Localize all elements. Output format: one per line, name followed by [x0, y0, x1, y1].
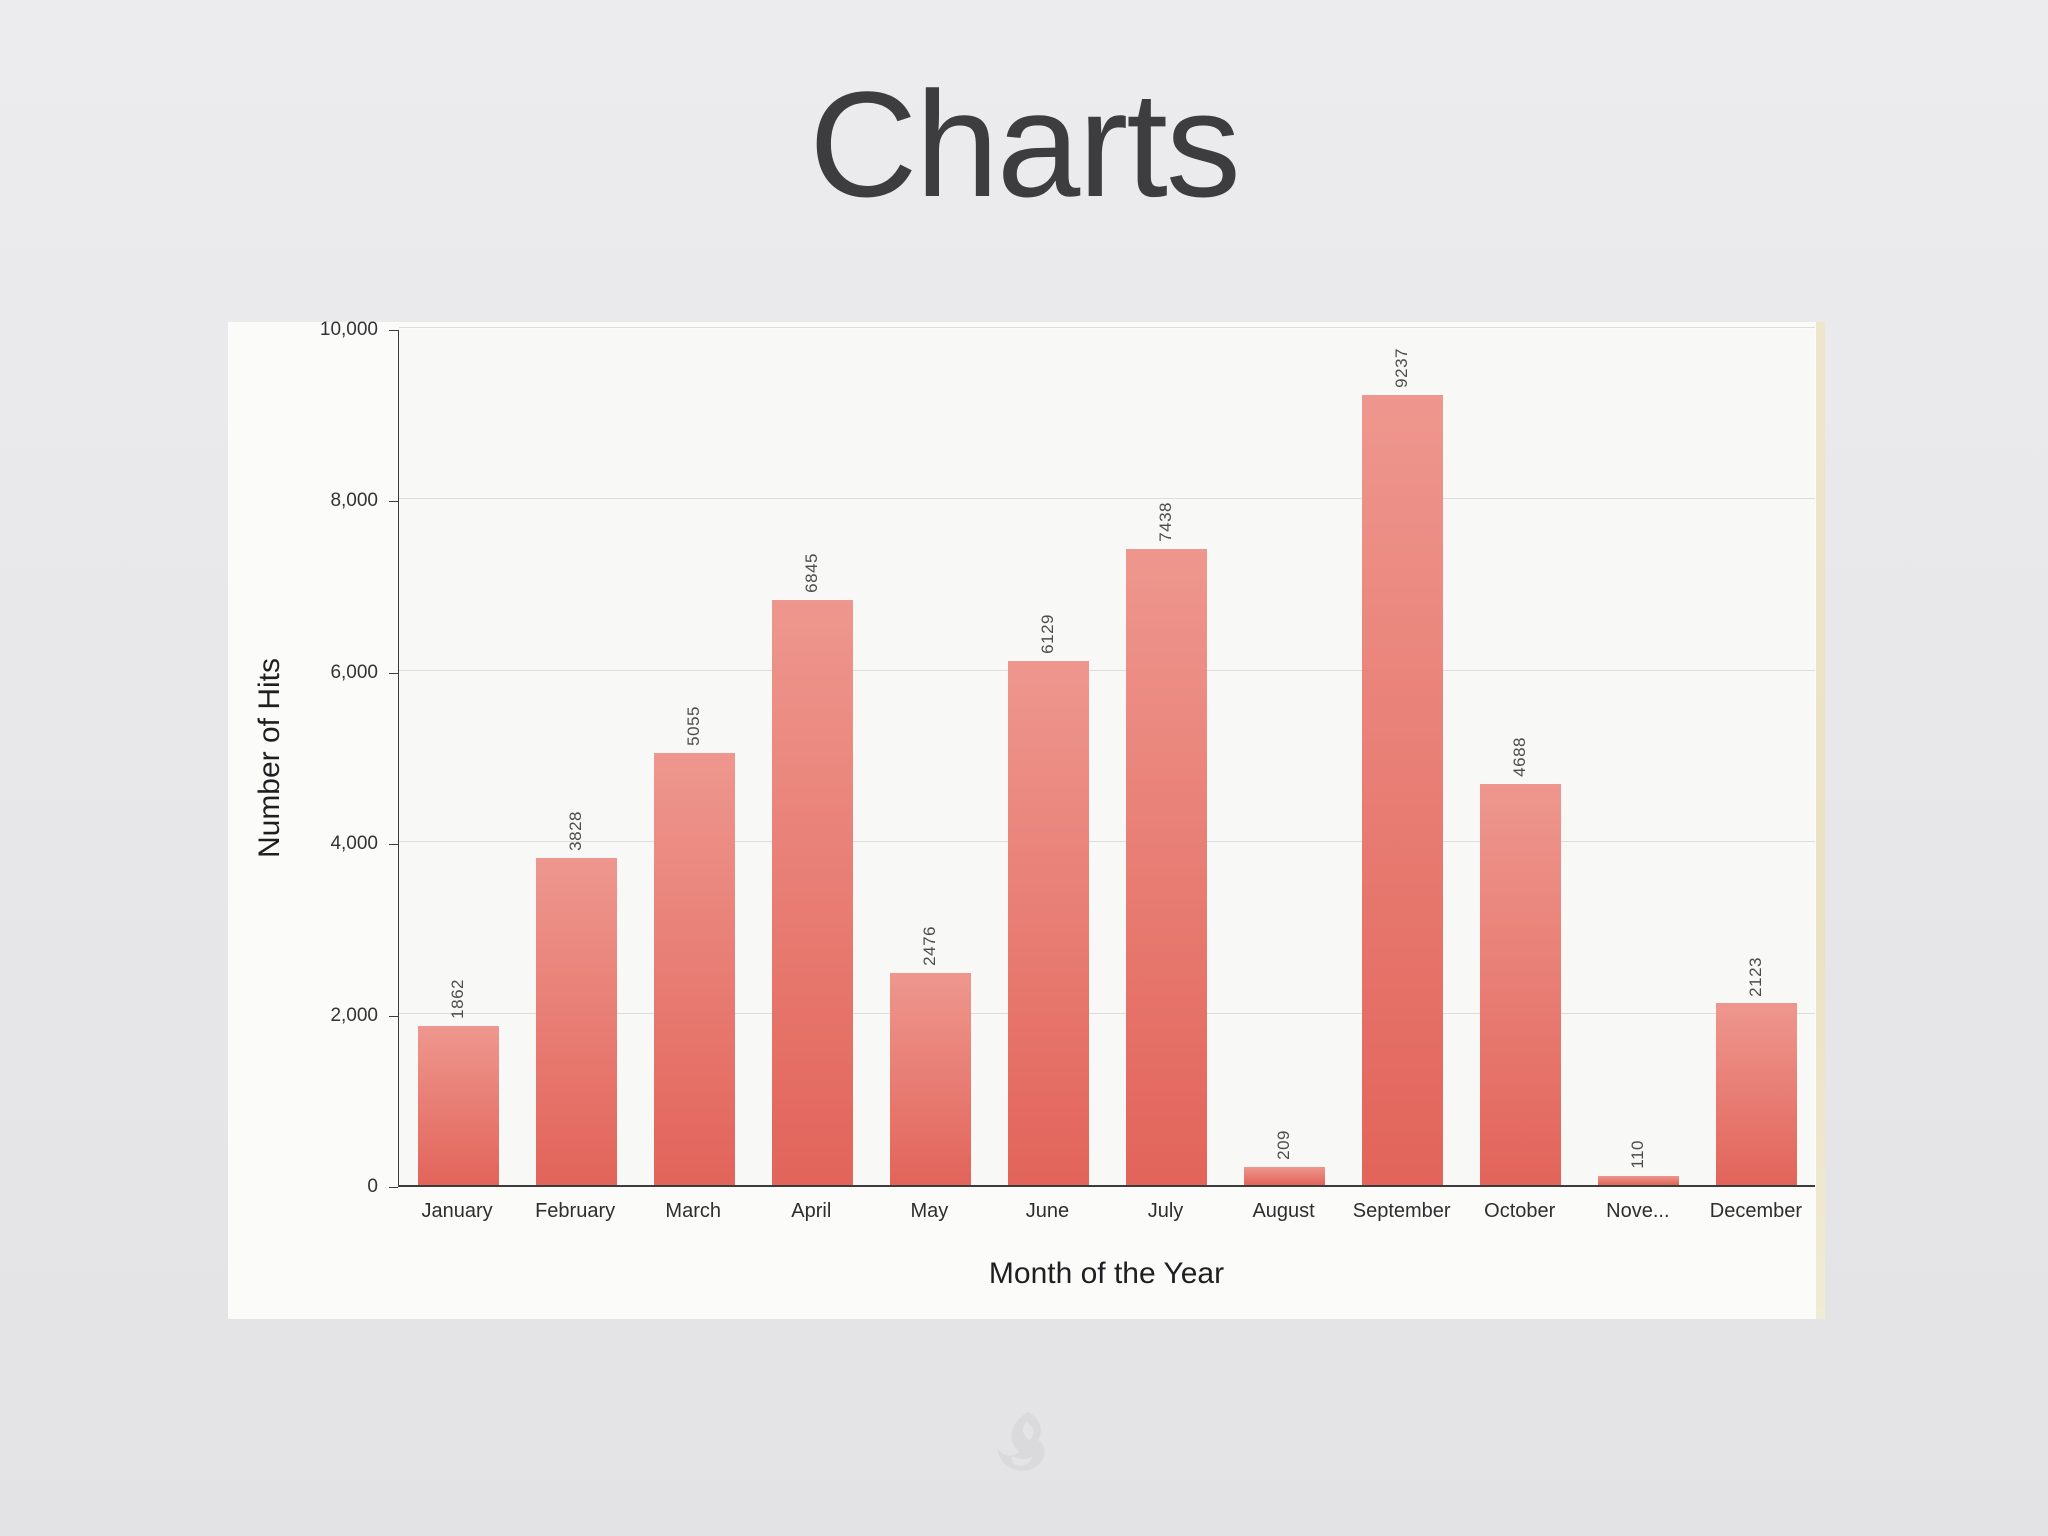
bar-value-label: 7438 [1156, 502, 1175, 543]
panel-edge-strip [1816, 322, 1825, 1319]
bar [889, 973, 971, 1185]
bar-column: 209 [1225, 330, 1343, 1185]
x-category-label: March [665, 1200, 721, 1222]
bar-value-label: 1862 [448, 978, 467, 1019]
y-tick-mark [389, 501, 398, 503]
bar [1361, 395, 1443, 1185]
bar [417, 1025, 499, 1185]
bar [1479, 784, 1561, 1185]
watermark-swirl-icon [998, 1412, 1045, 1471]
bar-column: 3828 [517, 330, 635, 1185]
x-axis-labels: January February March April May June July Augu… [398, 1200, 1815, 1223]
chart-panel: Number of Hits 1862 3828 5055 6845 2476 6129 7… [228, 319, 1825, 1319]
bar-value-label: 110 [1628, 1140, 1647, 1169]
bar-value-label: 5055 [684, 705, 703, 746]
bar-value-label: 2476 [920, 926, 939, 967]
y-tick-mark [389, 844, 398, 846]
bar [1597, 1175, 1679, 1185]
x-category-label: August [1252, 1200, 1315, 1222]
bar [653, 752, 735, 1185]
y-axis-title: Number of Hits [253, 657, 286, 859]
bar [535, 857, 617, 1185]
y-tick-label: 2,000 [330, 1004, 378, 1026]
bars-container: 1862 3828 5055 6845 2476 6129 7438 209 9237 4688 1… [399, 330, 1815, 1185]
y-tick-mark [389, 330, 398, 331]
x-category-label: April [791, 1200, 832, 1222]
x-axis-title: Month of the Year [988, 1257, 1225, 1290]
x-category-label: September [1352, 1200, 1451, 1222]
gridline [399, 327, 1815, 328]
gridline [399, 669, 1815, 671]
bar [1007, 660, 1089, 1185]
x-category-label: October [1484, 1200, 1556, 1222]
bar-column: 6845 [753, 330, 871, 1185]
y-tick-mark [389, 672, 398, 674]
bar-value-label: 3828 [566, 810, 585, 851]
bar-column: 7438 [1107, 330, 1225, 1185]
bar-column: 2123 [1697, 330, 1815, 1185]
x-category-label: December [1709, 1200, 1803, 1222]
x-category-label: June [1025, 1200, 1070, 1222]
bar [1715, 1003, 1797, 1185]
y-tick-label: 0 [367, 1176, 378, 1197]
bar-column: 110 [1579, 330, 1697, 1185]
bar-value-label: 209 [1274, 1130, 1293, 1161]
bar-value-label: 4688 [1510, 737, 1529, 778]
slide-title: Charts [809, 60, 1241, 228]
bar-column: 9237 [1343, 330, 1461, 1185]
y-tick-mark [389, 1187, 398, 1188]
bar-column: 5055 [635, 330, 753, 1185]
y-tick-label: 8,000 [330, 490, 378, 512]
plot-area: 1862 3828 5055 6845 2476 6129 7438 209 9237 4688 1… [398, 327, 1815, 1187]
x-category-label: February [535, 1200, 616, 1222]
bar-value-label: 2123 [1746, 956, 1765, 997]
y-tick-mark [389, 1015, 398, 1017]
bar-column: 2476 [871, 330, 989, 1185]
bar-column: 4688 [1461, 330, 1579, 1185]
y-tick-label: 4,000 [330, 833, 378, 855]
x-category-label: Nove... [1606, 1200, 1670, 1222]
x-category-label: May [910, 1200, 949, 1222]
bar-value-label: 6129 [1038, 614, 1057, 654]
bar [1125, 549, 1207, 1185]
gridline [399, 498, 1815, 500]
bar-value-label: 9237 [1392, 348, 1411, 389]
y-tick-label: 6,000 [330, 661, 378, 683]
x-category-label: January [421, 1200, 493, 1222]
bar-column: 1862 [399, 330, 517, 1185]
gridline [399, 1012, 1815, 1014]
bar [771, 599, 853, 1185]
y-tick-label: 10,000 [319, 319, 378, 340]
bar [1243, 1167, 1325, 1185]
x-category-label: July [1147, 1200, 1184, 1222]
bar-value-label: 6845 [802, 552, 821, 593]
bar-column: 6129 [989, 330, 1107, 1185]
gridline [399, 841, 1815, 843]
